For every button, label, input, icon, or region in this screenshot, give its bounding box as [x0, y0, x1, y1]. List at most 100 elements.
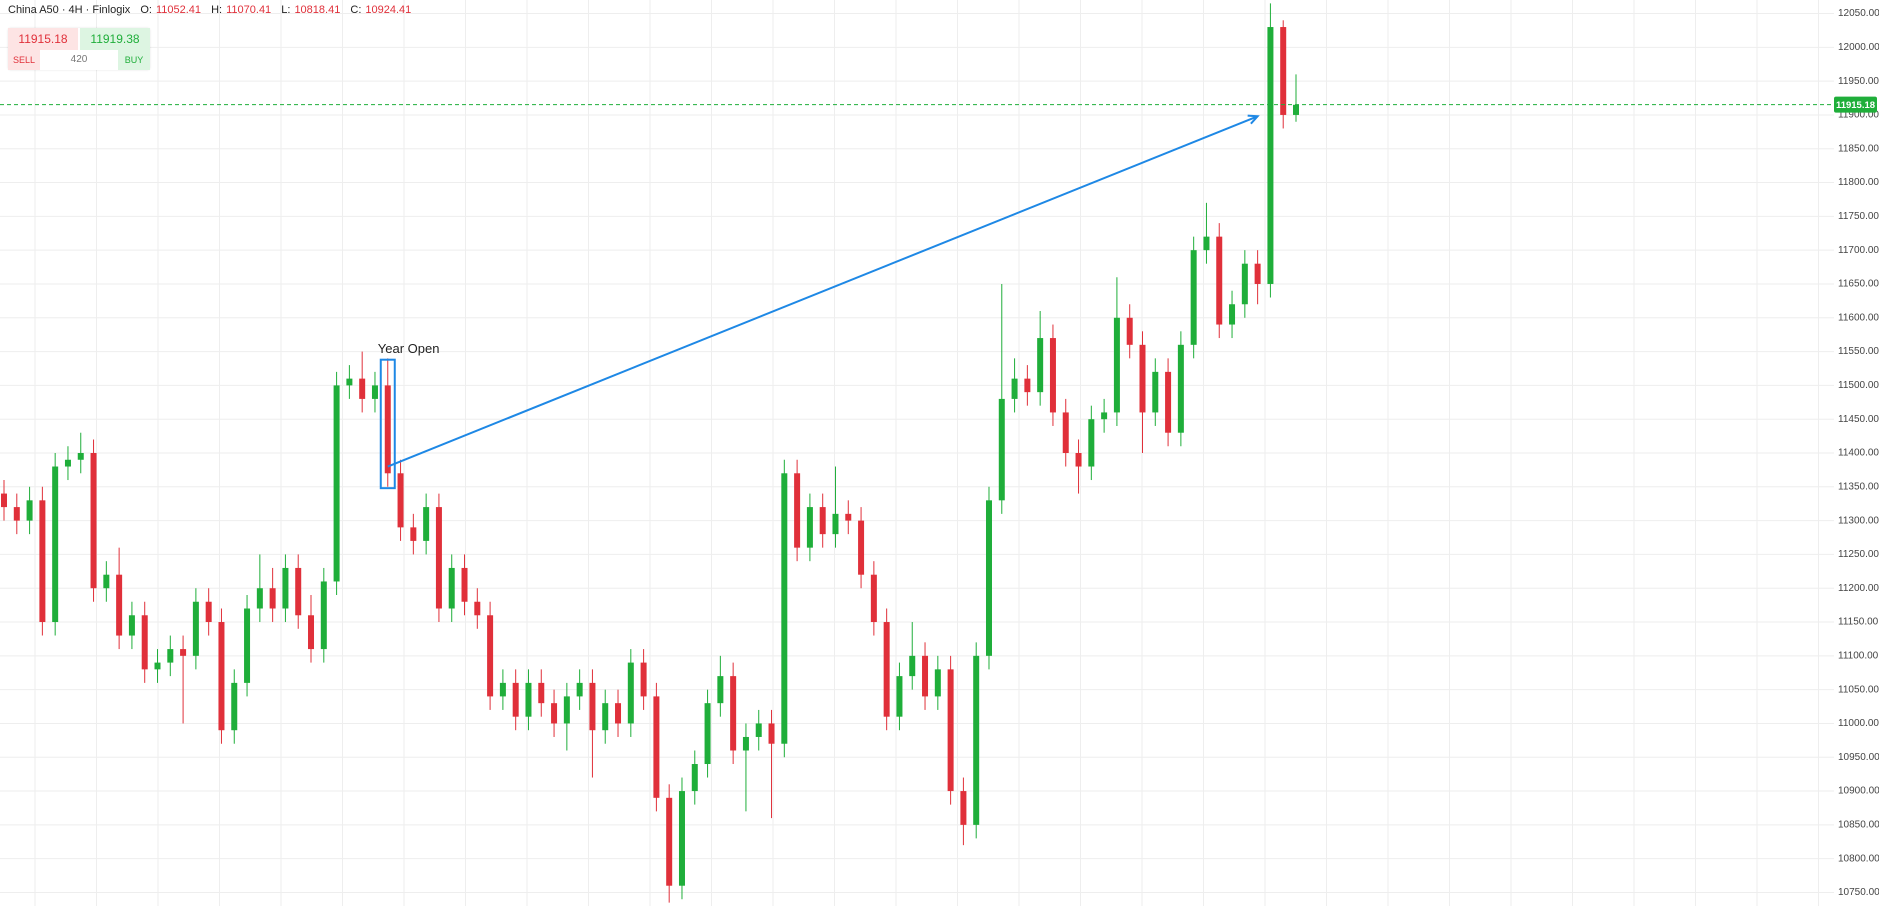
candle-body: [998, 398, 1005, 501]
sell-price[interactable]: 11915.18: [8, 28, 78, 50]
buy-button[interactable]: BUY: [118, 50, 150, 70]
y-tick-label: 10950.00: [1838, 752, 1879, 763]
y-tick-label: 11100.00: [1838, 650, 1879, 661]
candle-body: [410, 527, 417, 541]
candle-body: [26, 500, 33, 521]
candle-body: [244, 608, 251, 683]
candle-body: [1216, 236, 1223, 325]
y-tick-label: 11400.00: [1838, 448, 1879, 459]
candle-body: [423, 507, 430, 541]
candle-body: [1190, 250, 1197, 345]
candle-body: [1, 493, 7, 508]
candle-body: [1241, 263, 1248, 305]
candle-body: [525, 682, 532, 717]
candle-body: [77, 453, 84, 460]
candle-body: [1037, 338, 1044, 393]
candle-body: [141, 615, 148, 670]
ohlc-value: 10924.41: [365, 4, 412, 16]
y-tick-label: 11800.00: [1838, 177, 1879, 188]
candle-body: [870, 574, 877, 623]
candle-body: [52, 466, 59, 623]
candle-body: [806, 507, 813, 548]
candle-body: [1177, 344, 1184, 433]
candle-body: [1075, 453, 1082, 467]
candle-body: [333, 385, 340, 582]
candle-body: [742, 736, 749, 751]
candle-body: [627, 662, 634, 724]
candle-body: [1280, 27, 1287, 115]
candle-body: [295, 567, 302, 616]
candle-body: [1011, 378, 1018, 399]
candle-body: [1126, 317, 1133, 345]
candle-body: [678, 791, 685, 886]
y-tick-label: 12000.00: [1838, 42, 1879, 53]
candle-body: [781, 473, 788, 744]
candle-body: [883, 622, 890, 717]
candle-body: [576, 682, 583, 697]
candle-body: [231, 682, 238, 731]
candle-body: [308, 615, 315, 650]
annotation-box: [379, 358, 396, 490]
candle-body: [1139, 344, 1146, 413]
y-tick-label: 11450.00: [1838, 414, 1879, 425]
candle-body: [691, 764, 698, 792]
candle-body: [359, 378, 366, 399]
y-tick-label: 11500.00: [1838, 380, 1879, 391]
candle-body: [922, 655, 929, 697]
candle-body: [755, 723, 762, 737]
candle-body: [1113, 317, 1120, 413]
candle-body: [346, 378, 353, 386]
arrow-line: [387, 115, 1258, 468]
ohlc-value: 11070.41: [226, 4, 272, 16]
candle-body: [985, 500, 992, 656]
candle-body: [487, 615, 494, 697]
candle-body: [973, 655, 980, 825]
candle-body: [794, 473, 801, 548]
candle-body: [64, 459, 71, 467]
buy-price[interactable]: 11919.38: [80, 28, 150, 50]
candle-body: [128, 615, 135, 636]
y-tick-label: 10850.00: [1838, 820, 1879, 831]
symbol: China A50 · 4H · Finlogix: [8, 4, 131, 16]
candle-body: [448, 567, 455, 609]
candle-body: [269, 588, 276, 609]
candle-body: [103, 574, 110, 589]
candle-body: [384, 385, 391, 474]
candle-body: [960, 791, 967, 825]
y-tick-label: 11200.00: [1838, 583, 1879, 594]
candle-body: [180, 649, 187, 656]
candle-body: [1293, 104, 1299, 115]
symbol-header: China A50 · 4H · Finlogix O: 11052.41 H: 1…: [8, 4, 411, 16]
ohlc-key: H:: [211, 4, 223, 16]
y-tick-label: 11750.00: [1838, 211, 1879, 222]
arrow-head: [1247, 114, 1260, 125]
y-tick-label: 11850.00: [1838, 143, 1879, 154]
candle-body: [13, 507, 20, 521]
candle-body: [1049, 338, 1056, 413]
candle-body: [90, 453, 97, 589]
quantity-input[interactable]: 420: [70, 54, 88, 65]
y-tick-label: 10900.00: [1838, 786, 1879, 797]
y-tick-label: 11250.00: [1838, 549, 1879, 560]
candle-body: [1062, 412, 1069, 453]
candle-body: [551, 703, 558, 724]
candle-body: [1165, 371, 1172, 433]
y-tick-label: 10750.00: [1838, 887, 1879, 898]
candle-body: [858, 520, 865, 575]
sell-button[interactable]: SELL: [8, 50, 40, 70]
y-tick-label: 11350.00: [1838, 481, 1879, 492]
candle-body: [1203, 236, 1210, 251]
candle-body: [1229, 304, 1236, 325]
y-tick-label: 11000.00: [1838, 718, 1879, 729]
trade-widget: 11915.18 11919.38 SELL 420 BUY: [8, 28, 150, 70]
candle-body: [602, 703, 609, 731]
candle-body: [934, 669, 941, 697]
candle-body: [1254, 263, 1261, 284]
candle-body: [371, 385, 378, 399]
last-price-box: [1834, 96, 1877, 113]
candle-body: [116, 574, 123, 636]
annotation-label: Year Open: [378, 341, 440, 356]
ohlc-key: O:: [140, 4, 152, 16]
candle-body: [461, 567, 468, 602]
